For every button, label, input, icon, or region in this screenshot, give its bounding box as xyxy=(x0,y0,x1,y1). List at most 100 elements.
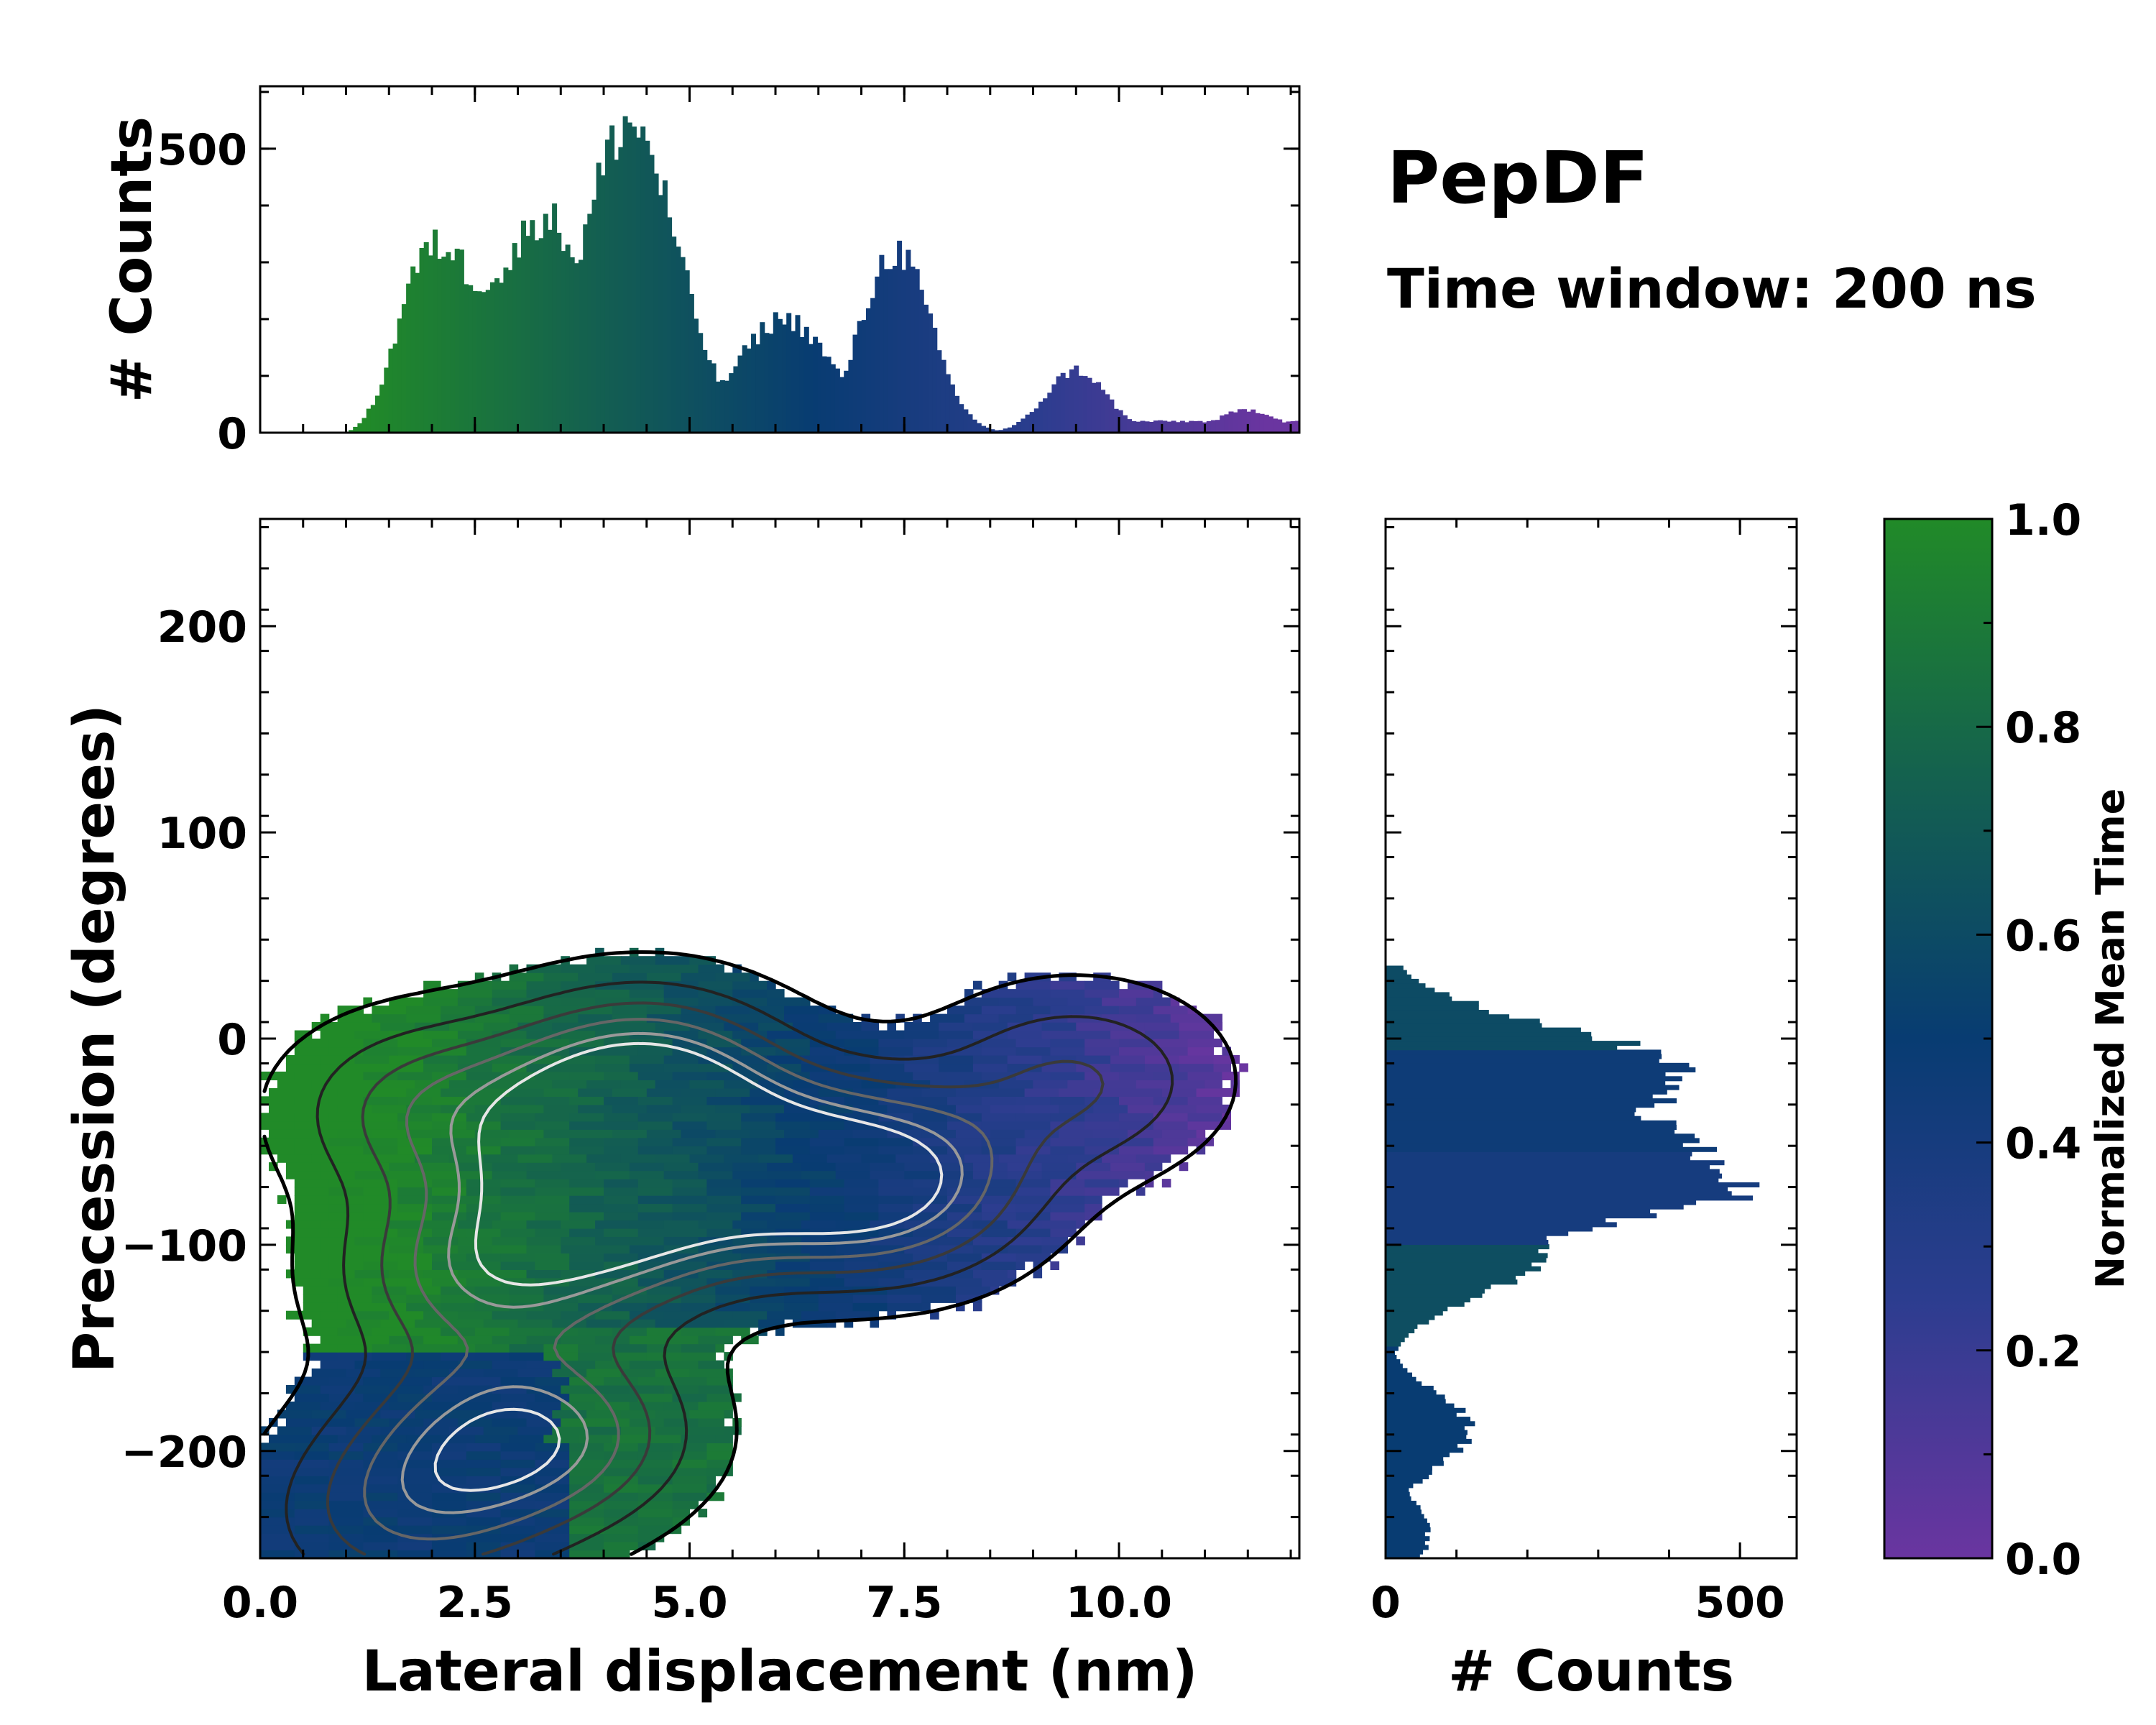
right-histogram-bar xyxy=(1386,1328,1415,1333)
heatmap-cell xyxy=(578,1327,613,1336)
heatmap-cell xyxy=(320,1162,356,1172)
heatmap-cell xyxy=(466,1517,502,1526)
heatmap-cell xyxy=(681,1104,716,1113)
heatmap-cell xyxy=(363,1467,398,1476)
heatmap-cell xyxy=(569,1517,604,1526)
top-histogram-bar xyxy=(1029,412,1035,433)
top-histogram-bar xyxy=(653,173,659,433)
heatmap-cell xyxy=(457,1170,493,1179)
heatmap-cell xyxy=(578,1294,613,1303)
heatmap-cell xyxy=(1015,1121,1051,1130)
heatmap-cell xyxy=(285,1310,321,1320)
heatmap-cell xyxy=(878,1253,913,1262)
heatmap-cell xyxy=(354,1360,390,1369)
heatmap-cell xyxy=(423,1030,459,1039)
heatmap-cell xyxy=(337,1343,372,1353)
heatmap-cell xyxy=(637,1195,673,1205)
heatmap-cell xyxy=(956,1087,991,1097)
heatmap-cell xyxy=(672,1509,691,1518)
heatmap-cell xyxy=(535,1179,570,1188)
heatmap-cell xyxy=(526,1335,561,1345)
heatmap-cell xyxy=(500,1509,535,1518)
heatmap-cell xyxy=(415,1368,450,1378)
heatmap-cell xyxy=(809,1212,845,1221)
top-histogram-bar xyxy=(538,238,544,433)
right-histogram-bar xyxy=(1386,1319,1429,1325)
heatmap-cell xyxy=(724,1319,759,1328)
top-histogram-ylabel: # Counts xyxy=(100,116,165,402)
top-histogram-bar xyxy=(949,384,955,433)
heatmap-cell xyxy=(543,1104,579,1113)
heatmap-cell xyxy=(1050,1071,1085,1080)
heatmap-cell xyxy=(328,1146,364,1155)
heatmap-cell xyxy=(466,1492,502,1501)
colorbar-tick-label: 0.4 xyxy=(2005,1119,2081,1169)
heatmap-cell xyxy=(354,1170,390,1179)
heatmap-cell xyxy=(1128,1104,1163,1113)
heatmap-cell xyxy=(285,1055,321,1064)
heatmap-cell xyxy=(354,1236,390,1246)
heatmap-cell xyxy=(809,1121,845,1130)
heatmap-cell xyxy=(483,1154,519,1163)
heatmap-cell xyxy=(535,1542,570,1551)
heatmap-cell xyxy=(415,1319,450,1328)
heatmap-cell xyxy=(260,1459,295,1468)
heatmap-cell xyxy=(604,1467,639,1476)
top-histogram-bar xyxy=(636,137,641,433)
heatmap-cell xyxy=(1084,1046,1120,1056)
top-histogram-bar xyxy=(760,322,765,433)
heatmap-cell xyxy=(939,1162,974,1172)
heatmap-cell xyxy=(818,1129,854,1138)
top-histogram-bar xyxy=(410,266,416,433)
right-histogram-bar xyxy=(1386,992,1450,998)
heatmap-cell xyxy=(646,1129,682,1138)
heatmap-cell xyxy=(732,1236,768,1246)
top-histogram-bar xyxy=(1277,419,1283,433)
heatmap-cell xyxy=(303,1327,338,1336)
heatmap-cell xyxy=(432,1046,467,1056)
heatmap-cell xyxy=(457,1220,493,1229)
heatmap-cell xyxy=(852,1129,888,1138)
heatmap-cell xyxy=(354,1335,390,1345)
heatmap-cell xyxy=(397,1376,433,1386)
top-histogram-bar xyxy=(918,290,924,433)
top-histogram-bar xyxy=(768,334,774,433)
heatmap-cell xyxy=(604,1550,630,1559)
top-histogram-bar xyxy=(945,374,951,433)
heatmap-cell xyxy=(260,1525,295,1535)
heatmap-cell xyxy=(561,1236,596,1246)
heatmap-cell xyxy=(706,1253,742,1262)
heatmap-cell xyxy=(328,1179,364,1188)
top-histogram-bar xyxy=(446,252,451,433)
top-histogram-bar xyxy=(1087,377,1092,433)
top-histogram-bar xyxy=(941,359,946,433)
top-histogram-bar xyxy=(516,257,522,433)
heatmap-cell xyxy=(363,1195,398,1205)
heatmap-cell xyxy=(466,1253,502,1262)
heatmap-cell xyxy=(604,1179,639,1188)
top-histogram-bar xyxy=(729,373,734,433)
heatmap-cell xyxy=(294,1484,330,1493)
heatmap-cell xyxy=(337,1327,372,1336)
heatmap-cell xyxy=(698,1417,724,1427)
main-ylabel: Precession (degrees) xyxy=(63,704,127,1373)
right-histogram-bar xyxy=(1386,1164,1710,1170)
heatmap-cell xyxy=(1153,1146,1189,1155)
heatmap-cell xyxy=(775,1261,811,1270)
heatmap-cell xyxy=(535,1187,570,1196)
heatmap-cell xyxy=(492,1244,528,1254)
heatmap-cell xyxy=(706,1187,742,1196)
heatmap-cell xyxy=(792,1080,828,1089)
top-histogram-bar xyxy=(821,356,827,433)
top-histogram-bar xyxy=(1175,422,1181,433)
heatmap-cell xyxy=(328,1046,364,1056)
top-histogram-bar xyxy=(1242,409,1247,433)
top-histogram-bar xyxy=(1294,420,1300,433)
main-ytick-labels: 200 100 0 −100 −200 xyxy=(121,602,247,1478)
heatmap-cell xyxy=(569,1203,604,1213)
heatmap-cell xyxy=(646,1302,682,1312)
top-histogram-bar xyxy=(361,418,367,433)
top-histogram-bar xyxy=(645,140,650,433)
heatmap-cell xyxy=(706,1376,733,1386)
right-histogram-bar xyxy=(1386,1027,1581,1033)
